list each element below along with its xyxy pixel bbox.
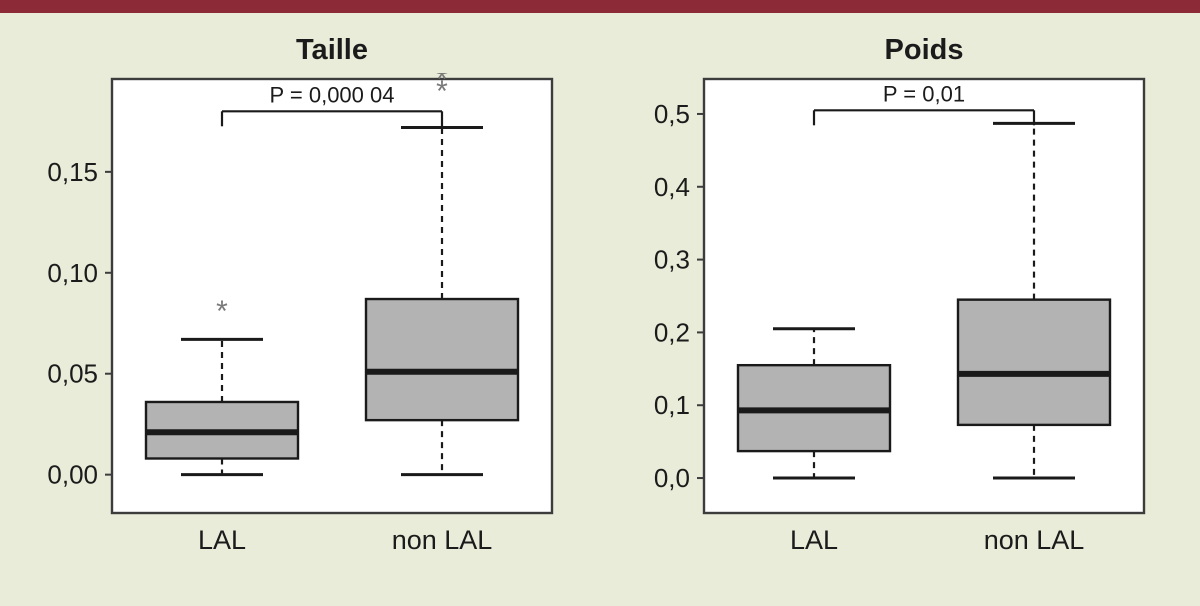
category-label: non LAL xyxy=(984,525,1085,555)
outlier-marker: * xyxy=(436,75,448,108)
boxplot-poids: 0,0 0,1 0,2 0,3 0,4 0,5 LAL non LAL P = 0,01 xyxy=(654,77,1146,555)
y-tick-label: 0,2 xyxy=(654,317,690,347)
iqr-box xyxy=(364,297,520,422)
charts-row: Taille 0,00 0,05 0,10 0,15 * LAL * * non LAL P = … xyxy=(0,13,1200,564)
chart-title-taille: Taille xyxy=(296,34,368,66)
y-tick-label: 0,0 xyxy=(654,463,690,493)
p-value-label: P = 0,000 04 xyxy=(270,82,395,107)
y-tick-label: 0,5 xyxy=(654,99,690,129)
y-tick-label: 0,1 xyxy=(654,390,690,420)
y-tick-label: 0,4 xyxy=(654,172,690,202)
y-tick-label: 0,00 xyxy=(47,459,98,489)
y-tick-label: 0,3 xyxy=(654,244,690,274)
category-label: LAL xyxy=(198,525,246,555)
chart-poids: Poids 0,0 0,1 0,2 0,3 0,4 0,5 LAL non LAL P = 0,… xyxy=(626,33,1166,564)
top-accent-bar xyxy=(0,0,1200,13)
outlier-marker: * xyxy=(436,73,448,96)
iqr-box xyxy=(956,298,1112,426)
category-label: non LAL xyxy=(392,525,493,555)
chart-taille: Taille 0,00 0,05 0,10 0,15 * LAL * * non LAL P = … xyxy=(34,33,574,564)
p-value-label: P = 0,01 xyxy=(883,81,965,106)
y-tick-label: 0,15 xyxy=(47,157,98,187)
y-tick-label: 0,05 xyxy=(47,359,98,389)
y-tick-label: 0,10 xyxy=(47,258,98,288)
page-background: Taille 0,00 0,05 0,10 0,15 * LAL * * non LAL P = … xyxy=(0,0,1200,564)
chart-title-poids: Poids xyxy=(884,34,964,66)
outlier-marker: * xyxy=(216,295,228,328)
category-label: LAL xyxy=(790,525,838,555)
